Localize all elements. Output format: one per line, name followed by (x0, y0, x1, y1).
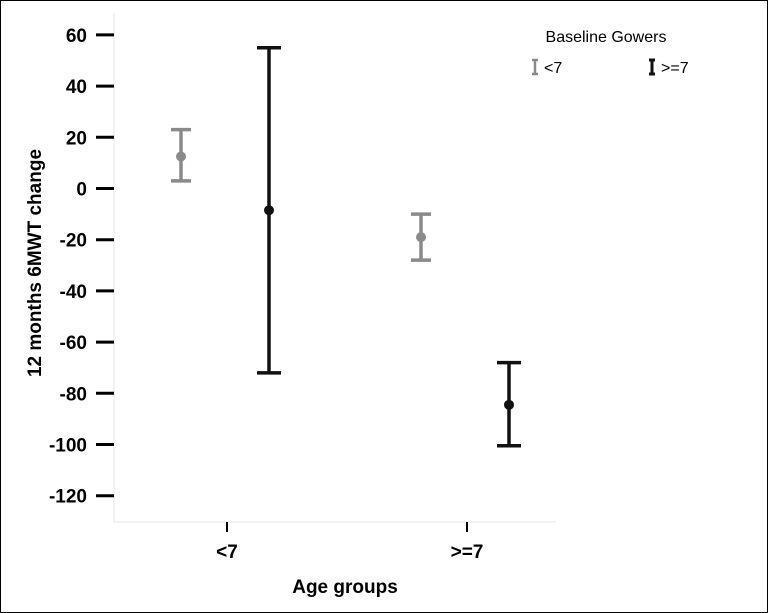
error-bar (411, 212, 431, 262)
legend-items: <7 >=7 (532, 58, 689, 77)
error-bar (497, 360, 521, 448)
y-tick-label: -20 (60, 231, 87, 252)
mean-point (416, 232, 426, 243)
y-ticks: 60 40 20 0 -20 -40 -60 -80 -100 -120 (49, 26, 114, 508)
x-tick-label: >=7 (451, 542, 484, 563)
error-bar (257, 45, 281, 375)
y-tick-label: -40 (60, 282, 87, 303)
legend-label: <7 (544, 60, 562, 77)
y-tick-label: -80 (60, 384, 87, 405)
x-ticks: <7 >=7 (216, 522, 483, 563)
mean-point (176, 151, 186, 162)
error-bar (171, 127, 191, 183)
legend: Baseline Gowers <7 >=7 (532, 29, 689, 77)
y-tick-label: -100 (49, 436, 87, 457)
y-tick-label: 40 (66, 77, 87, 98)
mean-point (504, 399, 514, 410)
legend-title: Baseline Gowers (546, 29, 667, 46)
legend-label: >=7 (661, 60, 689, 77)
legend-item: <7 (532, 58, 562, 77)
y-tick-label: -120 (49, 487, 87, 508)
axes (113, 13, 556, 523)
y-tick-label: -60 (60, 333, 87, 354)
x-axis-title: Age groups (292, 577, 398, 598)
y-axis-title: 12 months 6MWT change (25, 149, 46, 377)
legend-item: >=7 (649, 58, 689, 77)
y-tick-label: 0 (76, 180, 87, 201)
y-tick-label: 20 (66, 128, 87, 149)
x-tick-label: <7 (216, 542, 238, 563)
error-bars (171, 45, 521, 448)
mean-point (264, 205, 274, 216)
y-tick-label: 60 (66, 26, 87, 47)
